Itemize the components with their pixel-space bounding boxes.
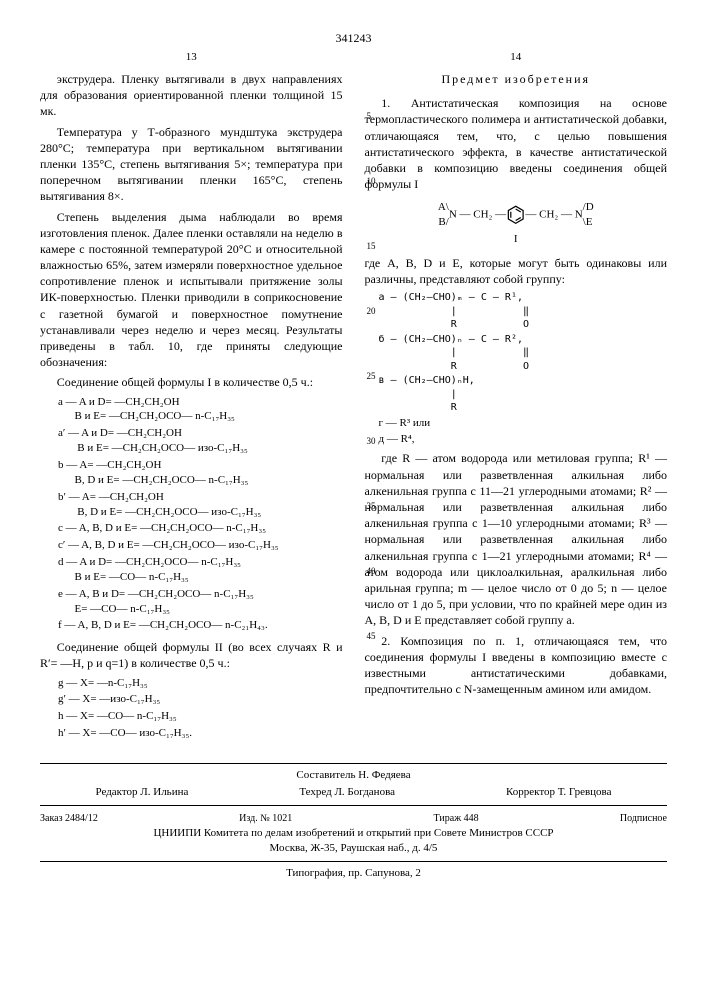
formula-a: a — A и D= —CH₂CH₂OH B и E= —CH₂CH₂OCO— … — [58, 395, 343, 425]
right-p3: где R — атом водорода или метиловая груп… — [365, 450, 668, 628]
line-num: 20 — [367, 305, 376, 317]
tirazh: Тираж 448 — [434, 812, 479, 826]
formula-g: g — X= —n-C₁₇H₃₅ — [58, 676, 343, 691]
typography: Типография, пр. Сапунова, 2 — [40, 866, 667, 881]
line-num: 35 — [367, 500, 376, 512]
left-col-number: 13 — [40, 50, 343, 65]
structure-ab: A\ B/ — [438, 200, 449, 230]
structure-n-ch2: N — CH₂ — — [449, 209, 506, 221]
formula-cp: c′ — A, B, D и E= —CH₂CH₂OCO— изо-C₁₇H₃₅ — [58, 538, 343, 553]
formula-d: d — A и D= —CH₂CH₂OCO— n-C₁₇H₃₅ B и E= —… — [58, 555, 343, 585]
chemical-structure: A\ B/N — CH₂ —⌬— CH₂ — N/D \E I — [365, 200, 668, 247]
line-num: 45 — [367, 630, 376, 642]
techred: Техред Л. Богданова — [299, 785, 395, 800]
left-column: 13 экструдера. Пленку вытягивали в двух … — [40, 50, 343, 743]
benzene-ring-icon: ⌬ — [506, 202, 525, 227]
formula-gp: g′ — X= —изо-C₁₇H₃₅ — [58, 692, 343, 707]
addr: Москва, Ж-35, Раушская наб., д. 4/5 — [40, 841, 667, 856]
formula-h: h — X= —CO— n-C₁₇H₃₅ — [58, 709, 343, 724]
divider — [40, 763, 667, 764]
formula-bp: b′ — A= —CH₂CH₂OH B, D и E= —CH₂CH₂OCO— … — [58, 490, 343, 520]
divider — [40, 861, 667, 862]
formula-e: e — A, B и D= —CH₂CH₂OCO— n-C₁₇H₃₅ E= —C… — [58, 587, 343, 617]
group-a: а — (CH₂—CHO)ₘ — C — R¹, | ‖ R O — [379, 291, 668, 332]
editor: Редактор Л. Ильина — [95, 785, 188, 800]
line-num: 40 — [367, 565, 376, 577]
two-column-layout: 13 экструдера. Пленку вытягивали в двух … — [40, 50, 667, 743]
formula-b: b — A= —CH₂CH₂OH B, D и E= —CH₂CH₂OCO— n… — [58, 458, 343, 488]
left-p2: Температура у Т-образного мундштука экст… — [40, 124, 343, 205]
formula-f: f — A, B, D и E= —CH₂CH₂OCO— n-C₂₁H₄₃. — [58, 618, 343, 633]
line-num: 10 — [367, 175, 376, 187]
group-g: г — R³ или — [379, 416, 668, 431]
footer: Составитель Н. Федяева Редактор Л. Ильин… — [40, 768, 667, 881]
left-p1: экструдера. Пленку вытягивали в двух нап… — [40, 71, 343, 120]
right-col-number: 14 — [365, 50, 668, 65]
org: ЦНИИПИ Комитета по делам изобретений и о… — [40, 826, 667, 841]
subject-heading: Предмет изобретения — [365, 71, 668, 87]
formula-ap: a′ — A и D= —CH₂CH₂OH B и E= —CH₂CH₂OCO—… — [58, 426, 343, 456]
right-column: 5 10 15 20 25 30 35 40 45 14 Предмет изо… — [365, 50, 668, 743]
group-v: в — (CH₂—CHO)ₙH, | R — [379, 374, 668, 415]
left-p5: Соединение общей формулы II (во всех слу… — [40, 639, 343, 671]
compiler: Составитель Н. Федяева — [40, 768, 667, 783]
sign: Подписное — [620, 812, 667, 826]
line-num: 30 — [367, 435, 376, 447]
divider — [40, 805, 667, 806]
right-p1: 1. Антистатическая композиция на основе … — [365, 95, 668, 192]
left-p4: Соединение общей формулы I в количестве … — [40, 374, 343, 390]
structure-ch2-n: — CH₂ — N — [525, 209, 582, 221]
group-d: д — R⁴, — [379, 432, 668, 447]
left-p3: Степень выделения дыма наблюдали во врем… — [40, 209, 343, 371]
structure-number: I — [365, 232, 668, 247]
right-p4: 2. Композиция по п. 1, отличающаяся тем,… — [365, 633, 668, 698]
corrector: Корректор Т. Гревцова — [506, 785, 611, 800]
structure-de: /D \E — [583, 200, 594, 230]
group-b: б — (CH₂—CHO)ₙ — C — R², | ‖ R O — [379, 333, 668, 374]
line-num: 15 — [367, 240, 376, 252]
right-p2: где A, B, D и E, которые могут быть один… — [365, 255, 668, 287]
doc-number: 341243 — [40, 30, 667, 46]
formula-c: c — A, B, D и E= —CH₂CH₂OCO— n-C₁₇H₃₅ — [58, 521, 343, 536]
izd: Изд. № 1021 — [239, 812, 292, 826]
formula-hp: h′ — X= —CO— изо-C₁₇H₃₅. — [58, 726, 343, 741]
order: Заказ 2484/12 — [40, 812, 98, 826]
line-num: 25 — [367, 370, 376, 382]
line-num: 5 — [367, 110, 372, 122]
